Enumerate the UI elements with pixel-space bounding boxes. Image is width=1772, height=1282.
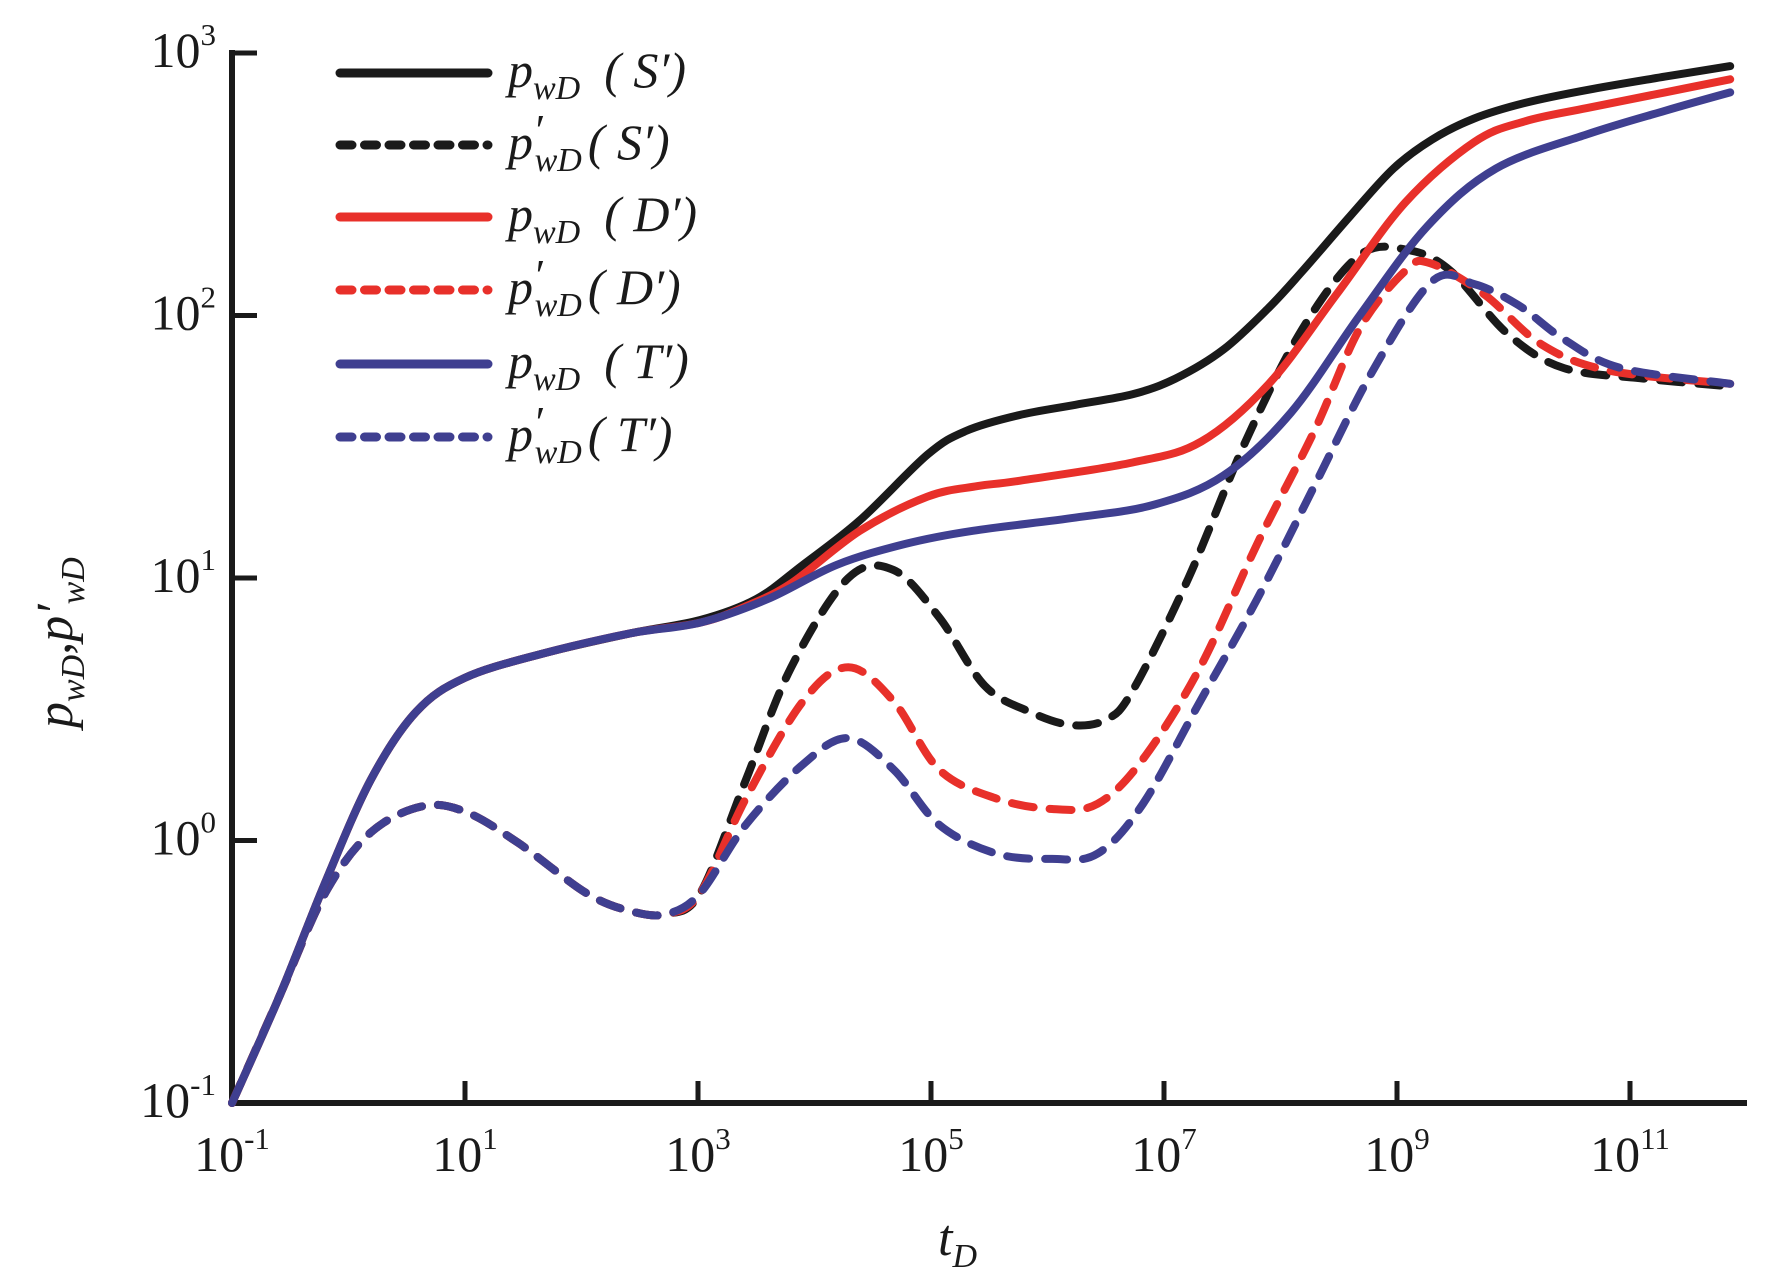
legend-subscript: wD (535, 287, 583, 324)
x-tick-label: 109 (1364, 1121, 1430, 1182)
y-tick-label: 102 (151, 280, 217, 341)
x-axis-title: tD (938, 1210, 977, 1275)
x-tick-label: 107 (1131, 1121, 1197, 1182)
legend-subscript: wD (535, 142, 583, 179)
legend-item: p′ wD( S′) (335, 106, 670, 179)
legend-label: pwD ( S′) (505, 42, 686, 107)
x-tick-label: 101 (432, 1121, 498, 1182)
x-tick-label: 105 (898, 1121, 964, 1182)
legend-item: p′ wD( T′) (335, 398, 672, 471)
x-tick-exp: 1 (482, 1121, 498, 1156)
legend-symbol: p (505, 42, 533, 98)
x-tick-exp: 11 (1640, 1121, 1670, 1156)
y-tick-label: 101 (151, 542, 217, 603)
y-tick-base: 10 (151, 547, 201, 603)
series-line-1 (228, 242, 1735, 1107)
legend-item: p′ wD( D′) (335, 251, 681, 324)
y-tick-base: 10 (151, 285, 201, 341)
x-tick-base: 10 (194, 1126, 244, 1182)
legend-subscript: wD (533, 361, 581, 398)
x-ticks: 10-1 101 103 105 107 109 1011 (194, 1081, 1670, 1182)
legend-subscript: wD (533, 70, 581, 107)
y-axis-title-sep: , (25, 642, 82, 655)
x-tick-base: 10 (432, 1126, 482, 1182)
x-tick-base: 10 (1590, 1126, 1640, 1182)
y-tick-exp: 0 (201, 805, 217, 840)
y-axis-title-pprime: p′ (27, 603, 84, 646)
legend-item: pwD ( D′) (335, 186, 697, 251)
legend-case: ( S′) (588, 114, 670, 170)
x-tick-exp: 3 (715, 1121, 731, 1156)
y-axis-title-p: p (27, 702, 84, 732)
legend-symbol: p (505, 406, 533, 462)
legend-case: ( T′) (604, 333, 689, 389)
y-tick-label: 100 (151, 805, 217, 866)
y-tick-label: 103 (151, 17, 217, 78)
y-tick-base: 10 (151, 810, 201, 866)
legend-item: pwD ( T′) (335, 333, 689, 398)
x-tick-label: 103 (665, 1121, 731, 1182)
legend-case: ( D′) (604, 186, 697, 242)
series-line-4 (228, 88, 1735, 1107)
legend-case: ( S′) (604, 42, 686, 98)
legend-label: p′ wD( D′) (505, 251, 681, 324)
y-tick-base: 10 (140, 1072, 190, 1128)
legend-item: pwD ( S′) (335, 42, 686, 107)
legend-symbol: p (505, 186, 533, 242)
y-tick-exp: 1 (201, 542, 217, 577)
x-tick-exp: -1 (244, 1121, 270, 1156)
x-tick-label: 1011 (1590, 1121, 1670, 1182)
y-axis-title-sub1: wD (55, 654, 92, 702)
x-tick-exp: 7 (1181, 1121, 1197, 1156)
legend: pwD( S′)p′ wD( S′)pwD( D′)p′ wD( D′)pwD( T… (335, 42, 697, 471)
legend-label: pwD ( T′) (505, 333, 689, 398)
series-line-2 (228, 75, 1735, 1107)
legend-prime: ′ (533, 398, 544, 447)
x-tick-exp: 9 (1414, 1121, 1430, 1156)
series-line-0 (228, 62, 1735, 1107)
y-axis-title-sub2: wD (55, 557, 92, 605)
y-tick-base: 10 (151, 22, 201, 78)
legend-label: p′ wD( T′) (505, 398, 672, 471)
x-axis-title-sub: D (951, 1238, 977, 1275)
x-tick-base: 10 (1364, 1126, 1414, 1182)
legend-label: p′ wD( S′) (505, 106, 670, 179)
y-axis-title: pwD,p′wD (25, 557, 92, 732)
x-tick-base: 10 (665, 1126, 715, 1182)
x-tick-base: 10 (1131, 1126, 1181, 1182)
y-tick-label: 10-1 (140, 1067, 216, 1128)
series-layer (228, 62, 1735, 1107)
x-tick-base: 10 (898, 1126, 948, 1182)
x-axis-title-main: t (938, 1210, 954, 1267)
x-tick-exp: 5 (948, 1121, 964, 1156)
legend-prime: ′ (533, 251, 544, 300)
y-tick-exp: 2 (201, 280, 217, 315)
legend-label: pwD ( D′) (505, 186, 697, 251)
legend-case: ( D′) (588, 259, 681, 315)
legend-case: ( T′) (588, 406, 673, 462)
legend-symbol: p (505, 259, 533, 315)
y-tick-exp: -1 (190, 1067, 216, 1102)
x-tick-label: 10-1 (194, 1121, 270, 1182)
y-tick-exp: 3 (201, 17, 217, 52)
legend-subscript: wD (535, 434, 583, 471)
legend-symbol: p (505, 114, 533, 170)
series-line-5 (228, 270, 1735, 1107)
legend-subscript: wD (533, 214, 581, 251)
legend-prime: ′ (533, 106, 544, 155)
legend-symbol: p (505, 333, 533, 389)
